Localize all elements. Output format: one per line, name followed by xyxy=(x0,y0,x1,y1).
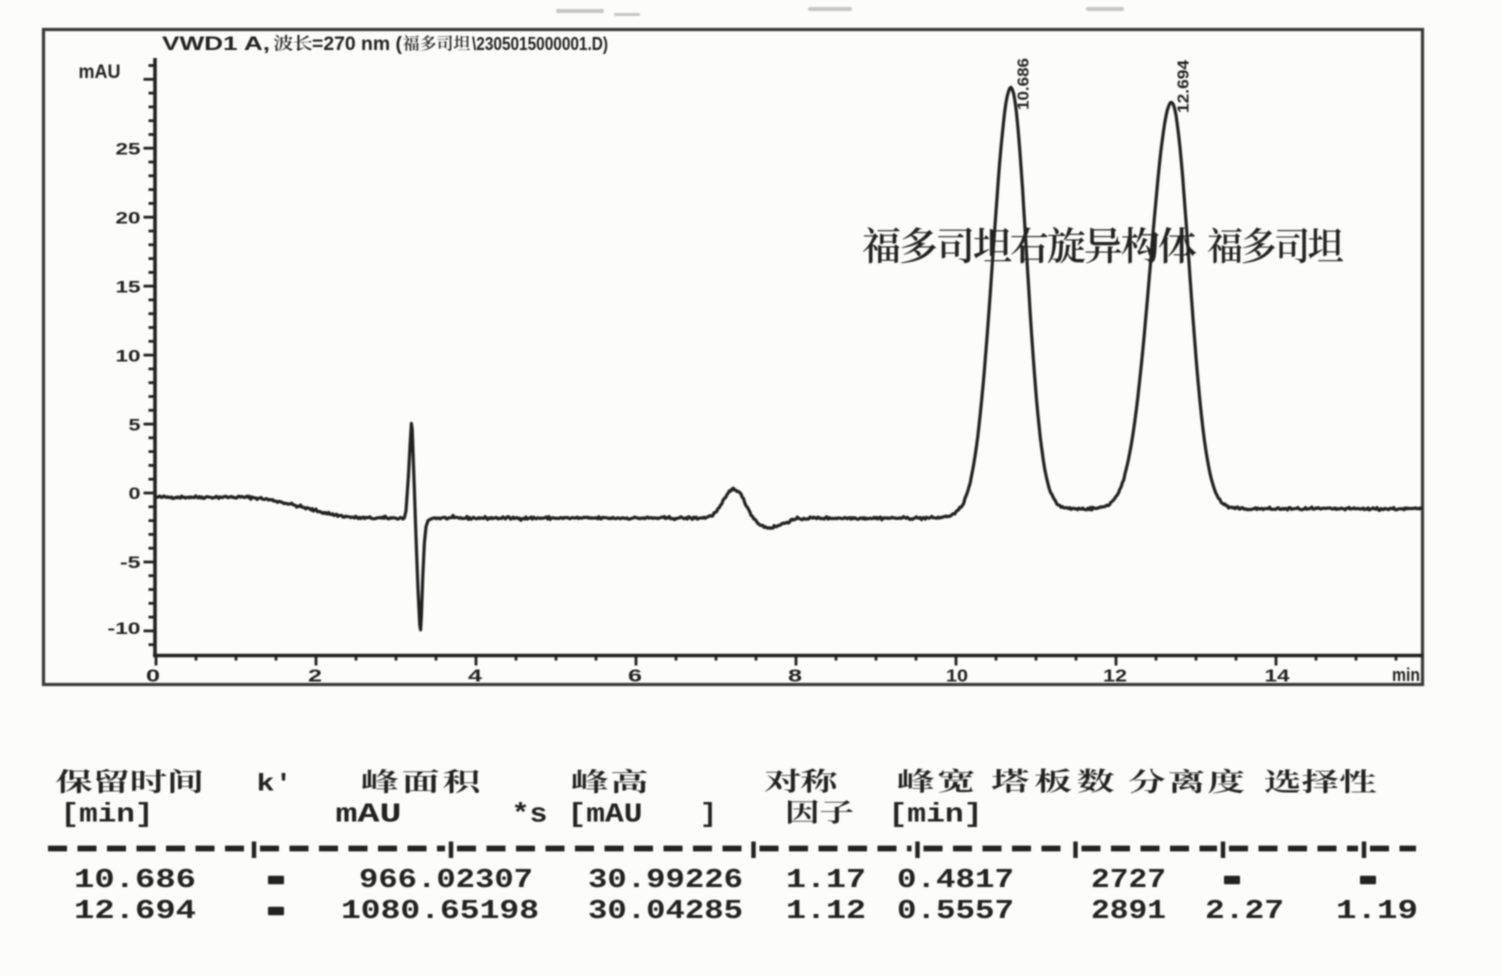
svg-text:VWD1 A,: VWD1 A, xyxy=(162,33,270,55)
svg-text:[min]: [min] xyxy=(889,801,983,831)
svg-text:[mAU: [mAU xyxy=(568,801,643,831)
svg-text:6: 6 xyxy=(628,666,642,686)
svg-text:0: 0 xyxy=(129,484,141,503)
svg-text:30.04285: 30.04285 xyxy=(588,897,743,927)
svg-text:]: ] xyxy=(700,801,717,831)
svg-text:2: 2 xyxy=(308,666,322,686)
svg-text:0.4817: 0.4817 xyxy=(897,866,1014,896)
svg-text:\2305015000001.D): \2305015000001.D) xyxy=(472,34,608,54)
svg-text:4: 4 xyxy=(468,666,482,686)
svg-text:-5: -5 xyxy=(120,553,141,572)
svg-text:0.5557: 0.5557 xyxy=(897,897,1014,927)
svg-text:mAU: mAU xyxy=(79,62,121,83)
svg-text:2891: 2891 xyxy=(1091,897,1166,927)
svg-text:20: 20 xyxy=(116,208,141,227)
svg-text:30.99226: 30.99226 xyxy=(588,866,743,896)
svg-text:12.694: 12.694 xyxy=(74,897,196,927)
svg-text:15: 15 xyxy=(116,277,141,296)
svg-text:2727: 2727 xyxy=(1091,866,1166,896)
svg-text:1.19: 1.19 xyxy=(1336,897,1418,927)
svg-text:mAU: mAU xyxy=(336,801,402,831)
svg-text:1080.65198: 1080.65198 xyxy=(341,897,539,927)
svg-text:k': k' xyxy=(257,772,293,799)
svg-text:10.686: 10.686 xyxy=(74,866,196,896)
svg-text:-10: -10 xyxy=(108,619,141,638)
svg-text:10.686: 10.686 xyxy=(1016,58,1033,110)
svg-text:966.02307: 966.02307 xyxy=(359,866,533,896)
svg-text:12.694: 12.694 xyxy=(1176,60,1193,113)
svg-text:8: 8 xyxy=(788,666,802,686)
svg-text:=270 nm (: =270 nm ( xyxy=(312,33,402,55)
svg-text:12: 12 xyxy=(1103,666,1127,686)
svg-text:0: 0 xyxy=(146,666,160,686)
svg-text:14: 14 xyxy=(1265,666,1290,686)
svg-text:5: 5 xyxy=(129,415,141,434)
svg-text:10: 10 xyxy=(946,666,968,686)
svg-text:25: 25 xyxy=(116,139,141,158)
svg-text:1.12: 1.12 xyxy=(786,897,866,927)
svg-text:2.27: 2.27 xyxy=(1205,897,1284,927)
svg-text:*s: *s xyxy=(512,801,548,831)
svg-text:1.17: 1.17 xyxy=(786,866,866,896)
svg-text:min: min xyxy=(1392,665,1420,685)
svg-text:[min]: [min] xyxy=(61,801,154,831)
svg-text:10: 10 xyxy=(116,346,141,365)
